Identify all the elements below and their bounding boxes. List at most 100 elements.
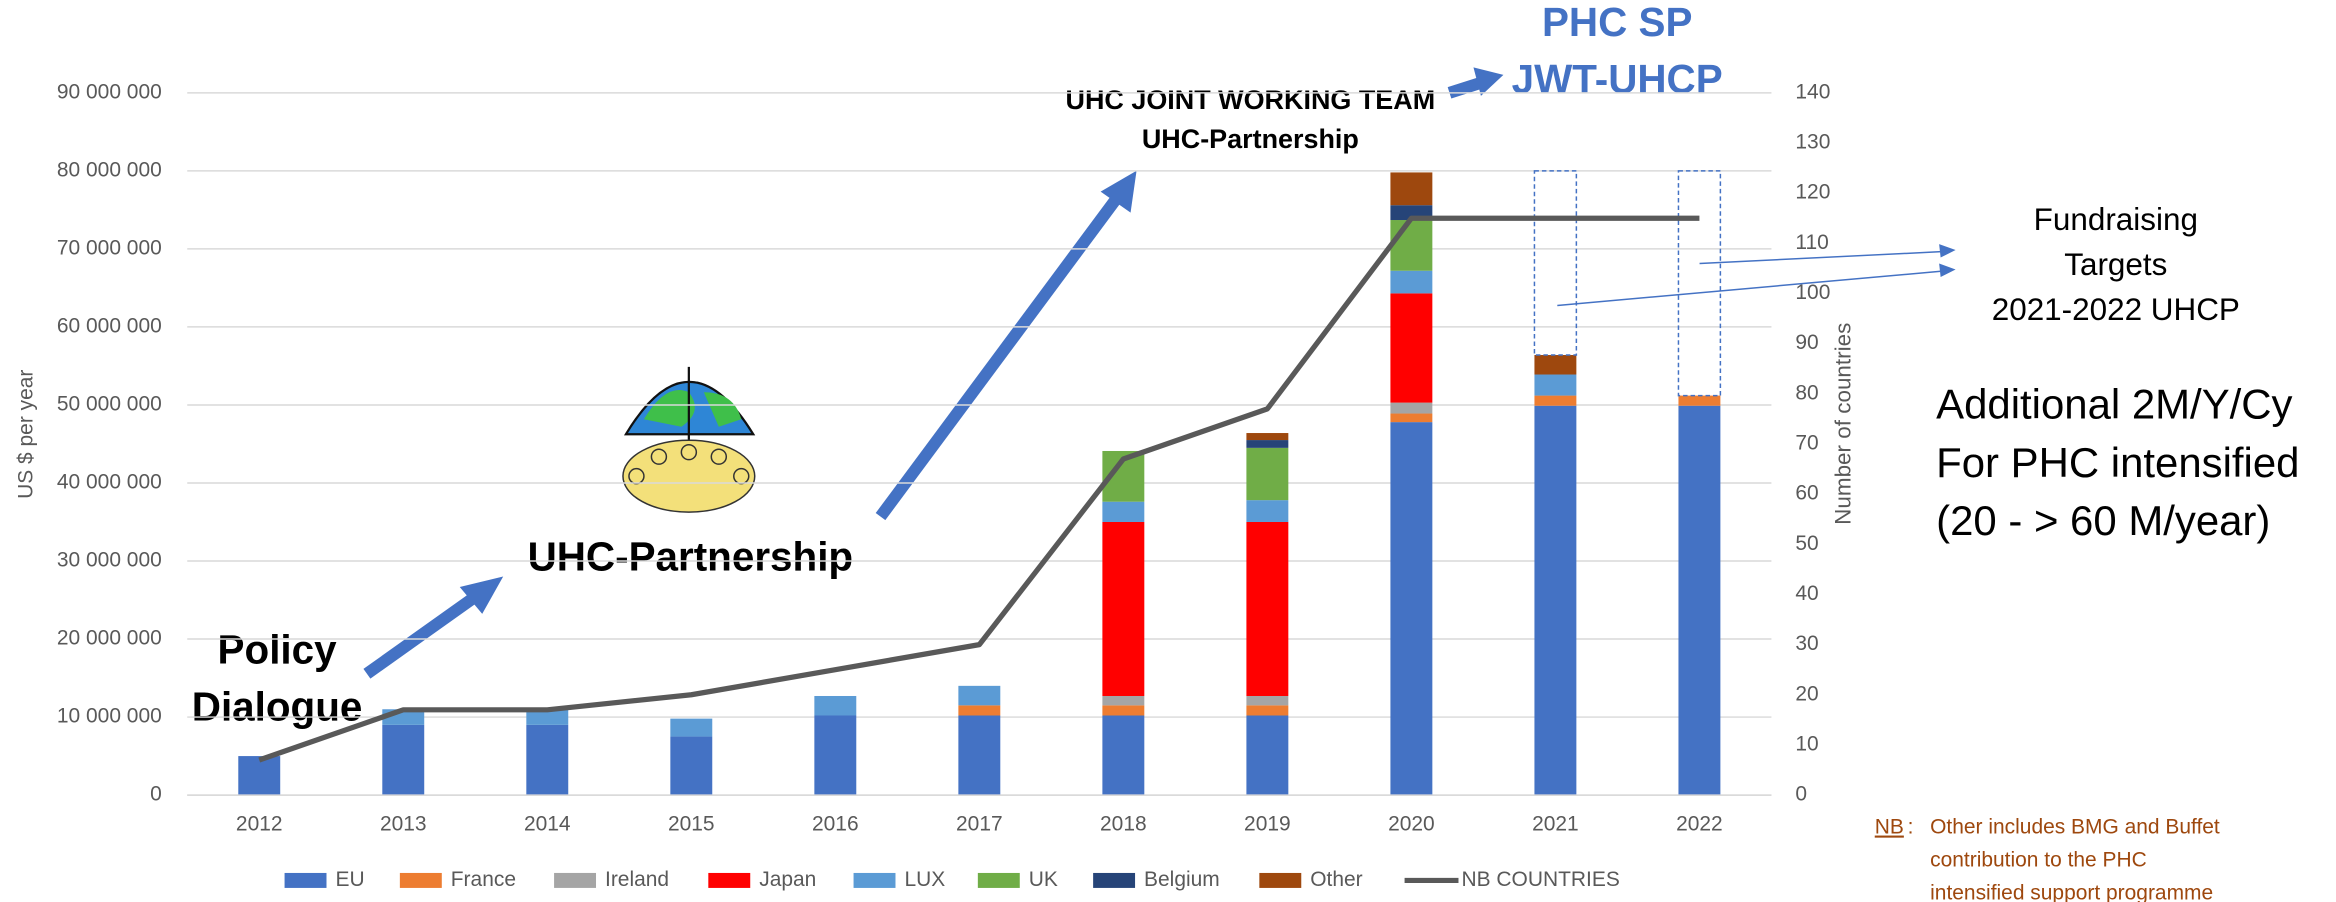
annotation: Targets <box>2064 247 2167 282</box>
bar-segment <box>1534 375 1576 396</box>
y2-tick-label: 60 <box>1795 482 1818 505</box>
y2-tick-label: 110 <box>1795 231 1828 254</box>
bar-segment <box>814 716 856 796</box>
legend-swatch <box>1093 873 1135 888</box>
legend-swatch <box>978 873 1020 888</box>
note-colon: : <box>1908 816 1914 839</box>
y-tick-label: 70 000 000 <box>57 236 162 259</box>
annotation: Fundraising <box>2034 202 2198 237</box>
legend-label: France <box>451 868 516 891</box>
y2-tick-label: 20 <box>1795 682 1818 705</box>
bar-segment <box>958 686 1000 706</box>
y2-tick-label: 70 <box>1795 431 1818 454</box>
bar-segment <box>1390 293 1432 402</box>
bar-segment <box>1390 172 1432 205</box>
bar-segment <box>1246 522 1288 696</box>
bar-segment <box>1102 716 1144 796</box>
y2-tick-label: 40 <box>1795 582 1818 605</box>
bar-segment <box>526 725 568 795</box>
legend-label: Other <box>1310 868 1362 891</box>
bar-segment <box>1246 696 1288 705</box>
y-tick-label: 0 <box>150 783 162 806</box>
x-tick-label: 2018 <box>1100 813 1147 836</box>
legend-label: EU <box>335 868 364 891</box>
annotation: UHC JOINT WORKING TEAM <box>1066 85 1436 115</box>
legend-swatch <box>554 873 596 888</box>
x-tick-label: 2019 <box>1244 813 1291 836</box>
bar-segment <box>1102 705 1144 715</box>
bar-segment <box>1246 433 1288 440</box>
note: Other includes BMG and Buffet <box>1930 816 2220 839</box>
bar-segment <box>1102 502 1144 522</box>
bar-segment <box>958 716 1000 796</box>
x-tick-label: 2022 <box>1676 813 1723 836</box>
y2-tick-label: 90 <box>1795 331 1818 354</box>
x-tick-label: 2014 <box>524 813 571 836</box>
bar-segment <box>382 725 424 795</box>
legend-swatch <box>854 873 896 888</box>
annotation: JWT-UHCP <box>1512 56 1723 102</box>
y-tick-label: 80 000 000 <box>57 158 162 181</box>
bar-segment <box>1246 716 1288 796</box>
bar-segment <box>1246 448 1288 500</box>
annotation: (20 - > 60 M/year) <box>1936 497 2270 544</box>
y-axis-title: US $ per year <box>15 370 38 499</box>
legend-label: Belgium <box>1144 868 1220 891</box>
bar-segment <box>1390 414 1432 423</box>
bar-segment <box>1102 696 1144 705</box>
annotation: Additional 2M/Y/Cy <box>1936 380 2292 427</box>
bar-segment <box>1246 440 1288 448</box>
x-tick-label: 2020 <box>1388 813 1435 836</box>
x-tick-label: 2017 <box>956 813 1003 836</box>
legend-swatch <box>1259 873 1301 888</box>
y2-axis-title: Number of countries <box>1831 323 1856 525</box>
y2-tick-label: 10 <box>1795 732 1818 755</box>
bar-segment <box>1678 406 1720 795</box>
bar-segment <box>1534 396 1576 406</box>
chart: US $ per year Number of countries Policy… <box>0 0 2336 902</box>
bar-segment <box>1534 355 1576 375</box>
legend-label: Ireland <box>605 868 669 891</box>
annotation: Policy <box>218 627 338 673</box>
legend-swatch <box>708 873 750 888</box>
annotation: 2021-2022 UHCP <box>1992 292 2240 327</box>
y-tick-label: 90 000 000 <box>57 80 162 103</box>
y2-tick-label: 140 <box>1795 80 1830 103</box>
bar-segment <box>670 737 712 796</box>
note-label: NB <box>1875 816 1904 839</box>
bar-segment <box>1390 220 1432 271</box>
bar-segment <box>1534 406 1576 795</box>
bar-segment <box>814 696 856 716</box>
x-tick-label: 2012 <box>236 813 283 836</box>
note: contribution to the PHC <box>1930 849 2147 872</box>
bar-segment <box>1102 522 1144 696</box>
legend-label: UK <box>1029 868 1058 891</box>
bar-segment <box>1678 396 1720 406</box>
legend-label: NB COUNTRIES <box>1461 868 1619 891</box>
annotation: UHC-Partnership <box>528 534 854 580</box>
y-tick-label: 30 000 000 <box>57 549 162 572</box>
x-tick-label: 2015 <box>668 813 715 836</box>
bar-segment <box>1246 500 1288 522</box>
legend-label: LUX <box>904 868 945 891</box>
annotation: Dialogue <box>192 683 363 729</box>
legend-swatch <box>285 873 327 888</box>
annotation: PHC SP <box>1542 0 1692 45</box>
y-tick-label: 50 000 000 <box>57 392 162 415</box>
x-tick-label: 2013 <box>380 813 427 836</box>
bar-segment <box>670 719 712 737</box>
y2-tick-label: 0 <box>1795 783 1807 806</box>
y2-tick-label: 130 <box>1795 131 1830 154</box>
y2-tick-label: 50 <box>1795 532 1818 555</box>
bar-segment <box>1390 271 1432 294</box>
bar-segment <box>1390 422 1432 795</box>
y2-tick-label: 100 <box>1795 281 1830 304</box>
y-tick-label: 40 000 000 <box>57 471 162 494</box>
y-tick-label: 60 000 000 <box>57 314 162 337</box>
bar-segment <box>1390 403 1432 414</box>
x-tick-label: 2016 <box>812 813 859 836</box>
annotation: UHC-Partnership <box>1142 124 1359 154</box>
y2-tick-label: 30 <box>1795 632 1818 655</box>
x-tick-label: 2021 <box>1532 813 1579 836</box>
bar-segment <box>958 705 1000 715</box>
